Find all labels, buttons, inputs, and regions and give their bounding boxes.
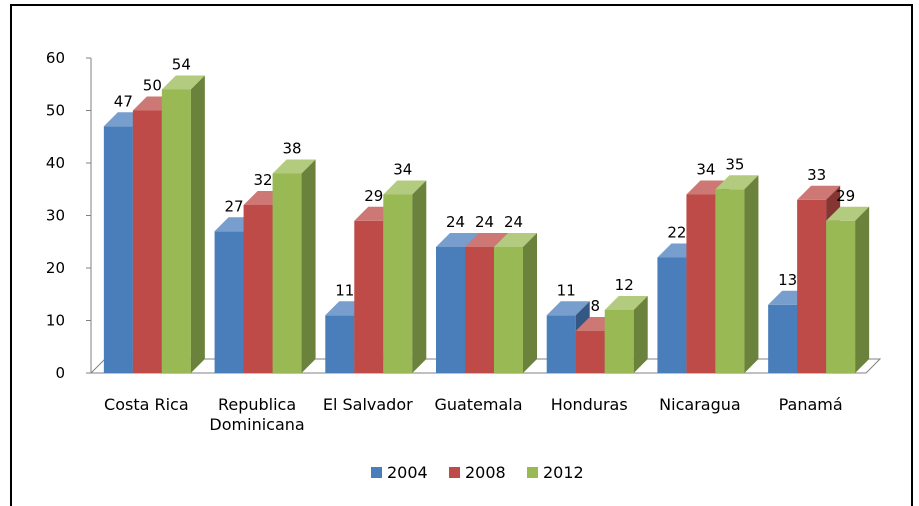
data-label: 24 (504, 213, 523, 231)
bar-side-2012 (301, 159, 316, 373)
bar-2012 (494, 247, 523, 373)
bar-side-2012 (523, 233, 537, 373)
bar-2012 (715, 189, 745, 373)
y-tick-label: 20 (46, 259, 65, 277)
data-label: 34 (696, 161, 715, 179)
bar-2012 (272, 173, 302, 373)
bar-2004 (657, 257, 687, 373)
bar-2012 (161, 89, 191, 373)
bar-top-2004 (546, 301, 590, 316)
data-label: 35 (725, 155, 744, 173)
bar-2004 (436, 247, 465, 373)
bar-2004 (325, 315, 355, 373)
data-label: 24 (475, 213, 494, 231)
bar-2012 (383, 194, 413, 373)
bar-2008 (465, 247, 494, 373)
bar-2012 (826, 220, 856, 373)
bar-top-2012 (161, 75, 205, 90)
bar-side-2012 (744, 175, 759, 373)
bar-2004 (546, 315, 576, 373)
x-category-label: Guatemala (434, 395, 522, 414)
legend-swatch-2012 (527, 467, 538, 478)
bar-top-2012 (715, 175, 759, 190)
data-label: 47 (114, 92, 133, 110)
data-label: 27 (225, 197, 244, 215)
bar-2008 (243, 205, 273, 373)
bar-side-2012 (855, 206, 870, 373)
y-tick-label: 50 (46, 102, 65, 120)
y-tick-label: 40 (46, 154, 65, 172)
bar-side-2012 (190, 75, 205, 373)
x-category-label: Panamá (779, 395, 843, 414)
bar-2008 (132, 110, 162, 373)
bar-2004 (214, 231, 244, 373)
data-label: 54 (172, 56, 191, 74)
x-category-label: Republica Dominicana (209, 395, 304, 434)
legend-swatch-2004 (371, 467, 382, 478)
data-label: 34 (393, 161, 412, 179)
legend-label: 2008 (465, 463, 506, 482)
bar-top-2012 (383, 180, 427, 195)
x-category-label: Nicaragua (659, 395, 741, 414)
bar-top-2004 (436, 233, 479, 247)
legend-label: 2012 (543, 463, 584, 482)
bar-top-2008 (465, 233, 508, 247)
y-tick-label: 30 (46, 207, 65, 225)
legend-swatch-2008 (449, 467, 460, 478)
bar-side-2012 (633, 296, 648, 373)
bar-2008 (686, 194, 716, 373)
bar-2008 (575, 331, 605, 373)
data-label: 24 (446, 213, 465, 231)
bar-top-2008 (797, 185, 841, 200)
bar-top-2012 (826, 206, 870, 221)
x-category-label: El Salvador (323, 395, 413, 414)
bar-top-2012 (272, 159, 316, 174)
bar-side-2012 (412, 180, 427, 373)
bar-2012 (604, 310, 634, 373)
y-tick-label: 60 (46, 49, 65, 67)
data-label: 22 (667, 224, 686, 242)
bar-top-2012 (494, 233, 537, 247)
bar-top-2012 (604, 296, 648, 310)
data-label: 8 (590, 297, 600, 315)
x-category-label: Costa Rica (104, 395, 189, 414)
data-label: 38 (283, 140, 302, 158)
bar-2008 (354, 220, 384, 373)
legend-label: 2004 (387, 463, 428, 482)
data-label: 50 (143, 77, 162, 95)
data-label: 12 (615, 276, 634, 294)
data-label: 11 (557, 281, 576, 299)
y-tick-label: 0 (55, 364, 65, 382)
data-label: 13 (778, 271, 797, 289)
x-category-label: Honduras (551, 395, 628, 414)
y-tick-label: 10 (46, 312, 65, 330)
bar-2004 (103, 126, 133, 373)
bar-2008 (797, 199, 827, 373)
data-label: 11 (335, 281, 354, 299)
data-label: 32 (254, 171, 273, 189)
data-label: 33 (807, 166, 826, 184)
data-label: 29 (836, 187, 855, 205)
bar-2004 (768, 304, 798, 373)
data-label: 29 (364, 187, 383, 205)
